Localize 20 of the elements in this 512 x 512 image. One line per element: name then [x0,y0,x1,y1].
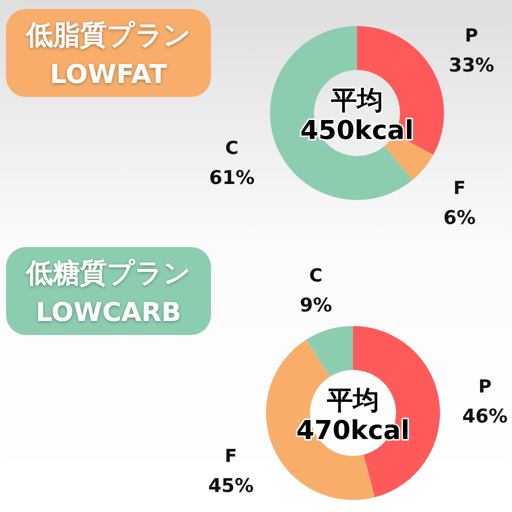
slice-label: C [225,138,238,160]
slice-label: P [478,376,492,398]
text: LOWCARB [36,298,182,328]
data-label: 6% [443,206,476,229]
slice-label: F [224,446,238,467]
data-label: 9% [300,294,332,316]
data-label: 33% [448,54,494,76]
donut-slice [306,326,353,377]
donut-slice [270,26,412,200]
data-label: 61% [209,167,255,190]
slice-label: C [309,265,323,286]
chart-title: 低糖質プラン [25,258,191,289]
slice-label: P [464,25,478,46]
data-label: 45% [208,474,254,497]
chart-title: 低脂質プラン [25,20,191,51]
slice-label: F [453,178,466,199]
text: LOWFAT [50,60,168,90]
data-label: 46% [462,405,508,428]
text: 平均 [326,386,379,416]
text: 平均 [330,86,383,116]
